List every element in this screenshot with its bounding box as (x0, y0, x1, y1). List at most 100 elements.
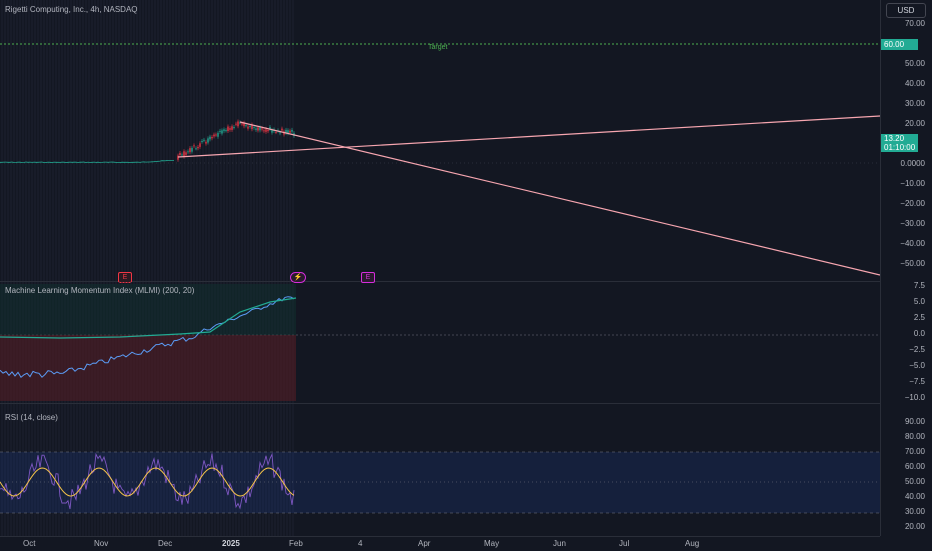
descending-trendline (239, 121, 880, 276)
rsi-title: RSI (14, close) (5, 413, 58, 422)
candle-body (179, 152, 181, 156)
candle-body (213, 134, 215, 137)
price-tick: −40.00 (900, 239, 925, 248)
mlmi-tick: −5.0 (909, 361, 925, 370)
candle-body (245, 125, 247, 127)
candle-body (225, 130, 227, 132)
mlmi-tick: 0.0 (913, 329, 925, 338)
price-pane[interactable]: Rigetti Computing, Inc., 4h, NASDAQ Targ… (0, 0, 880, 281)
mlmi-pane[interactable]: Machine Learning Momentum Index (MLMI) (… (0, 282, 880, 403)
candle-body (271, 130, 273, 133)
earnings-event-marker[interactable]: E (361, 272, 375, 283)
rsi-ma-line (0, 467, 295, 497)
price-tick: 40.00 (904, 79, 925, 88)
ascending-trendline (177, 115, 880, 158)
candle-body (205, 141, 207, 144)
price-tick: −10.00 (900, 179, 925, 188)
candle-body (209, 136, 211, 140)
pane-separator[interactable] (0, 281, 932, 282)
rsi-line (0, 452, 295, 510)
candle-body (279, 132, 281, 134)
rsi-tick: 70.00 (904, 447, 925, 456)
price-tick: 0.0000 (900, 159, 925, 168)
mlmi-chart-canvas[interactable] (0, 282, 880, 403)
pane-separator[interactable] (0, 403, 932, 404)
candle-body (265, 129, 267, 132)
rsi-band (0, 452, 880, 513)
rsi-tick: 80.00 (904, 432, 925, 441)
candle-body (229, 128, 231, 130)
mlmi-title: Machine Learning Momentum Index (MLMI) (… (5, 286, 195, 295)
time-label: Dec (158, 539, 173, 548)
time-label: 4 (358, 539, 363, 548)
candle-body (289, 130, 291, 133)
candle-body (255, 128, 257, 130)
split-event-icon[interactable]: ⚡ (290, 272, 306, 283)
candle-body (203, 139, 205, 141)
price-tick: −20.00 (900, 199, 925, 208)
candle-body (185, 152, 187, 155)
time-label: Aug (685, 539, 700, 548)
bar-countdown: 01:10:00 (884, 143, 916, 152)
price-tick: 70.00 (904, 19, 925, 28)
price-axis[interactable]: 70.00 50.00 40.00 30.00 20.00 0.0000 −10… (880, 0, 932, 536)
rsi-pane[interactable]: RSI (14, close) (0, 404, 880, 536)
mlmi-tick: 2.5 (913, 313, 925, 322)
rsi-chart-canvas[interactable] (0, 404, 880, 536)
target-label: Target (428, 44, 448, 51)
time-label: Feb (289, 539, 303, 548)
mlmi-tick: −2.5 (909, 345, 925, 354)
candle-body (235, 123, 237, 125)
candle-body (281, 128, 283, 131)
candle-body (287, 130, 289, 134)
mlmi-signal-line (0, 297, 297, 339)
candle-body (189, 148, 191, 153)
candle-body (291, 129, 293, 132)
candle-body (181, 154, 183, 156)
time-label: Jul (619, 539, 630, 548)
candle-body (241, 123, 243, 125)
candle-body (183, 151, 185, 157)
price-chart-canvas[interactable] (0, 0, 880, 281)
last-price-badge: 13.20 01:10:00 (881, 134, 918, 152)
candle-body (177, 155, 179, 160)
time-axis[interactable]: Oct Nov Dec 2025 Feb 4 Apr May Jun Jul A… (0, 536, 880, 551)
candle-body (275, 131, 277, 133)
candle-body (221, 130, 223, 134)
mlmi-line (0, 296, 295, 379)
price-tick: 20.00 (904, 119, 925, 128)
rsi-tick: 60.00 (904, 462, 925, 471)
candle-body (227, 126, 229, 132)
rsi-tick: 90.00 (904, 417, 925, 426)
rsi-tick: 20.00 (904, 522, 925, 531)
candle-body (231, 126, 233, 130)
price-tick: 30.00 (904, 99, 925, 108)
mlmi-tick: 7.5 (913, 281, 925, 290)
rsi-tick: 40.00 (904, 492, 925, 501)
candle-body (207, 138, 209, 143)
candle-body (259, 127, 261, 131)
candle-body (253, 127, 255, 129)
candle-body (193, 145, 195, 147)
candle-body (197, 146, 199, 149)
candle-body (211, 136, 213, 139)
candle-body (187, 151, 189, 153)
time-label: Oct (23, 539, 36, 548)
time-label: 2025 (222, 539, 240, 548)
time-label: Apr (418, 539, 431, 548)
time-label: May (484, 539, 500, 548)
candle-body (243, 122, 245, 127)
candle-body (199, 143, 201, 147)
candle-body (263, 130, 265, 132)
candle-body (285, 129, 287, 133)
last-price: 13.20 (884, 134, 905, 143)
candle-body (191, 147, 193, 152)
candle-body (219, 130, 221, 132)
candle-body (269, 126, 271, 130)
candle-body (247, 126, 249, 129)
mlmi-tick: −10.0 (904, 393, 925, 402)
currency-button[interactable]: USD (886, 3, 926, 18)
price-tick: −30.00 (900, 219, 925, 228)
target-price-badge: 60.00 (881, 39, 918, 50)
rsi-tick: 50.00 (904, 477, 925, 486)
